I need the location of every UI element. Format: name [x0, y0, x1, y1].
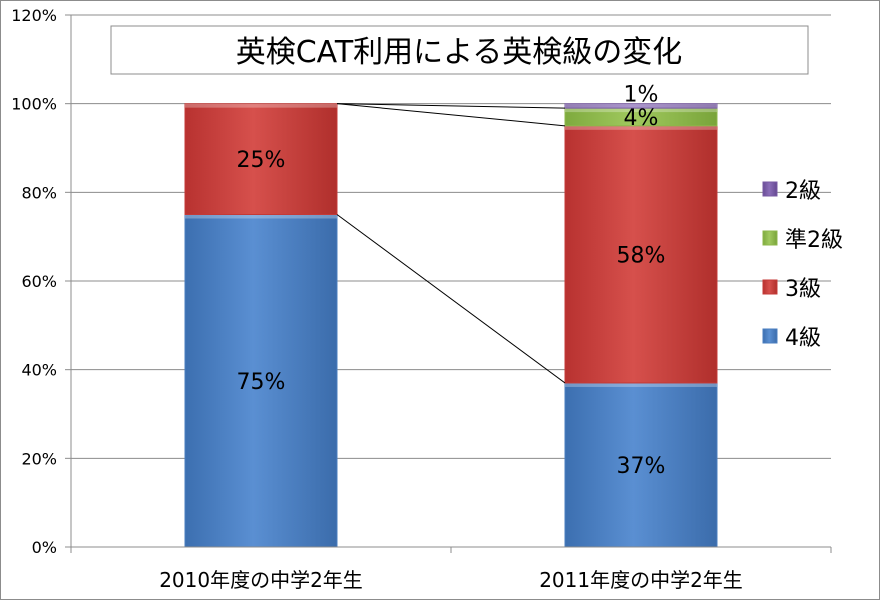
- category-label: 2010年度の中学2年生: [159, 568, 363, 592]
- y-tick-label: 20%: [21, 449, 57, 468]
- legend-swatch: [762, 279, 778, 295]
- legend-label: 準2級: [785, 228, 843, 253]
- series-connector-line: [336, 103, 566, 109]
- bar-segment: [184, 103, 338, 215]
- legend-swatch: [762, 230, 778, 246]
- bar-segment-highlight: [565, 108, 717, 113]
- data-label: 4%: [624, 106, 659, 131]
- data-label: 25%: [237, 148, 286, 173]
- y-tick-label: 60%: [21, 272, 57, 291]
- bar-segment-highlight: [185, 103, 337, 108]
- legend-label: 4級: [785, 326, 821, 351]
- legend-swatch: [762, 328, 778, 344]
- bar-segment-highlight: [185, 214, 337, 219]
- bar-segment: [564, 103, 718, 109]
- y-tick-label: 120%: [11, 6, 57, 25]
- category-label: 2011年度の中学2年生: [539, 568, 743, 592]
- bar-segment: [184, 214, 338, 548]
- y-tick-label: 80%: [21, 183, 57, 202]
- legend-swatch: [762, 181, 778, 197]
- series-connector-line: [336, 214, 566, 384]
- legend-label: 2級: [785, 179, 821, 204]
- legend-label: 3級: [785, 277, 821, 302]
- data-label: 37%: [617, 454, 666, 479]
- bar-segment-highlight: [565, 382, 717, 387]
- bar-segment-highlight: [565, 103, 717, 108]
- data-label: 1%: [624, 83, 659, 108]
- chart-title-box: [110, 25, 809, 75]
- data-label: 75%: [237, 370, 286, 395]
- data-label: 58%: [617, 243, 666, 268]
- y-tick-label: 100%: [11, 95, 57, 114]
- chart-title: 英検CAT利用による英検級の変化: [236, 35, 683, 70]
- series-connector-line: [336, 103, 566, 127]
- y-tick-label: 40%: [21, 361, 57, 380]
- bar-segment-highlight: [565, 125, 717, 130]
- y-tick-label: 0%: [32, 538, 57, 557]
- bar-segment: [564, 382, 718, 548]
